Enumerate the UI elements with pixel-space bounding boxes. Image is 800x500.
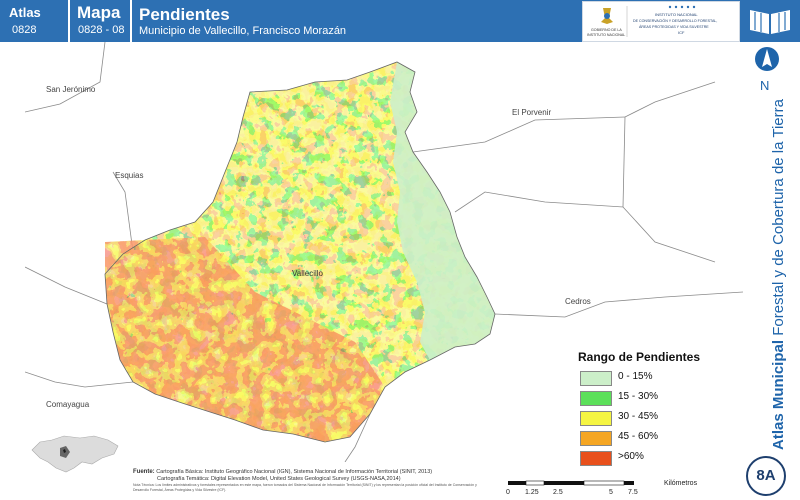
scale-unit: Kilómetros xyxy=(664,480,698,487)
sidebar-title: Atlas Municipal Forestal y de Cobertura … xyxy=(770,99,787,450)
legend-item: 15 - 30% xyxy=(578,388,728,408)
page-title: Pendientes xyxy=(139,5,230,24)
map-box: Mapa 0828 - 08 xyxy=(70,0,132,42)
legend-label: >60% xyxy=(618,451,644,462)
legend-swatch xyxy=(580,431,612,446)
atlas-number: 0828 xyxy=(12,24,37,36)
stars-icon xyxy=(668,5,696,9)
place-label-esquias: Esquias xyxy=(115,171,144,180)
source-note: Nota Técnica: Los límites administrativo… xyxy=(133,483,477,492)
icf-logo-text-3: ÁREAS PROTEGIDAS Y VIDA SILVESTRE xyxy=(639,25,709,29)
icf-logo-text-4: ICF xyxy=(678,30,685,35)
atlas-box: Atlas 0828 xyxy=(0,0,70,42)
place-label-comayagua: Comayagua xyxy=(46,400,90,409)
north-letter: N xyxy=(760,78,770,93)
legend-swatch xyxy=(580,391,612,406)
legend-label: 45 - 60% xyxy=(618,431,659,442)
scale-tick: 1.25 xyxy=(525,489,539,496)
municipality-highlight xyxy=(63,449,66,453)
map-number: 0828 - 08 xyxy=(78,24,125,36)
sidebar-title-rest: Forestal y de Cobertura de la Tierra xyxy=(770,99,787,340)
source-label: Fuente: xyxy=(133,469,155,475)
scale-tick: 7.5 xyxy=(628,489,638,496)
government-logos: GOBIERNO DE LA INSTITUTO NACIONAL INSTIT… xyxy=(582,1,740,42)
gov-logo-text-1: GOBIERNO DE LA xyxy=(591,28,622,32)
scale-bar xyxy=(508,480,634,486)
logo-emblems: GOBIERNO DE LA INSTITUTO NACIONAL INSTIT… xyxy=(587,5,717,37)
legend-label: 30 - 45% xyxy=(618,411,659,422)
scale-tick: 5 xyxy=(609,489,613,496)
page-subtitle: Municipio de Vallecillo, Francisco Moraz… xyxy=(139,25,347,37)
honduras-locator-map xyxy=(31,435,119,473)
flat-plain-area xyxy=(390,62,495,360)
legend-label: 0 - 15% xyxy=(618,371,653,382)
open-book-icon xyxy=(750,10,790,34)
legend-title: Rango de Pendientes xyxy=(578,350,701,364)
municipal-boundaries xyxy=(25,42,743,462)
source-line-1: Cartografía Básica: Instituto Geográfico… xyxy=(156,469,433,475)
header-bar: Atlas 0828 Mapa 0828 - 08 Pendientes Mun… xyxy=(0,0,800,42)
north-arrow-icon xyxy=(755,47,779,71)
honduras-emblem-icon xyxy=(601,8,613,24)
gov-logo-text-2: INSTITUTO NACIONAL xyxy=(587,33,625,37)
legend-label: 15 - 30% xyxy=(618,391,659,402)
sidebar-title-bold: Atlas Municipal xyxy=(770,339,787,450)
place-label-san-jeronimo: San Jerónimo xyxy=(46,85,96,94)
place-label-el-porvenir: El Porvenir xyxy=(512,108,552,117)
legend-swatch xyxy=(580,371,612,386)
scale-tick: 2.5 xyxy=(553,489,563,496)
source-line-2: Cartografía Temática: Digital Elevation … xyxy=(157,476,401,482)
legend-swatch xyxy=(580,451,612,466)
scale-tick: 0 xyxy=(506,489,510,496)
source-credits: Fuente: Cartografía Básica: Instituto Ge… xyxy=(133,469,493,492)
legend: Rango de Pendientes 0 - 15% 15 - 30% 30 … xyxy=(578,350,728,468)
vallecillo-boundary xyxy=(104,61,496,443)
icf-logo-text-1: INSTITUTO NACIONAL xyxy=(655,12,698,17)
atlas-label: Atlas xyxy=(9,5,41,20)
legend-item: 45 - 60% xyxy=(578,428,728,448)
legend-swatch xyxy=(580,411,612,426)
map-label: Mapa xyxy=(77,3,121,22)
legend-item: 30 - 45% xyxy=(578,408,728,428)
legend-item: 0 - 15% xyxy=(578,368,728,388)
icf-logo-text-2: DE CONSERVACIÓN Y DESARROLLO FORESTAL, xyxy=(633,18,717,23)
slope-map xyxy=(25,42,743,462)
page-badge: 8A xyxy=(746,456,786,496)
place-label-vallecillo: Vallecillo xyxy=(292,269,323,278)
legend-item: >60% xyxy=(578,448,728,468)
place-label-cedros: Cedros xyxy=(565,297,591,306)
